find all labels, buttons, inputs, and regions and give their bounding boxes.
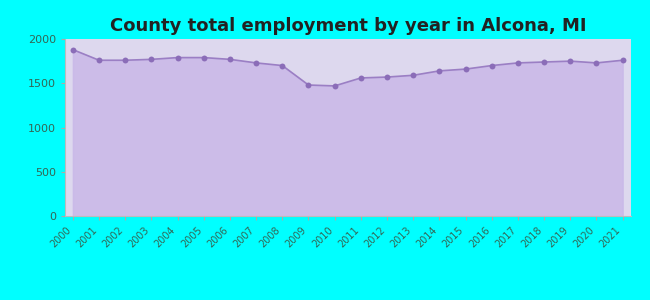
Point xyxy=(198,55,209,60)
Point xyxy=(356,76,366,80)
Point xyxy=(251,61,261,65)
Point xyxy=(618,58,628,63)
Point xyxy=(277,63,287,68)
Point xyxy=(304,82,314,87)
Point xyxy=(408,73,419,78)
Point xyxy=(539,60,549,64)
Point xyxy=(382,75,392,80)
Point xyxy=(146,57,157,62)
Title: County total employment by year in Alcona, MI: County total employment by year in Alcon… xyxy=(109,17,586,35)
Point xyxy=(513,61,523,65)
Point xyxy=(94,58,104,63)
Point xyxy=(68,47,78,52)
Point xyxy=(592,61,602,65)
Point xyxy=(434,68,445,73)
Point xyxy=(225,57,235,62)
Point xyxy=(460,67,471,71)
Point xyxy=(487,63,497,68)
Point xyxy=(330,83,340,88)
Point xyxy=(565,59,575,64)
Point xyxy=(172,55,183,60)
Point xyxy=(120,58,131,63)
